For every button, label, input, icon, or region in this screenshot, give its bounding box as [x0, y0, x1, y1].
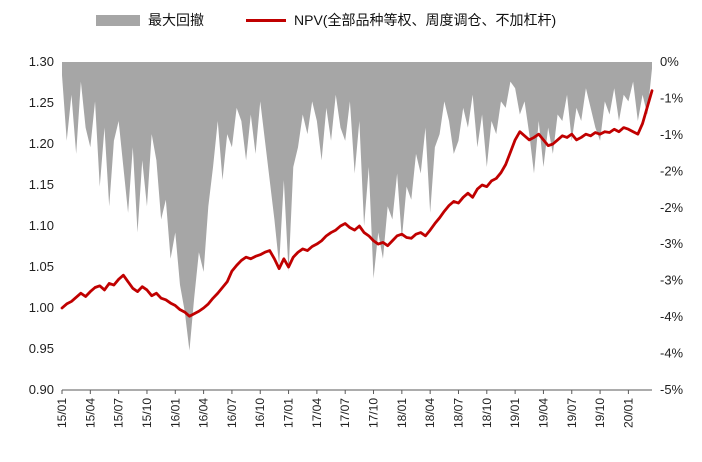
left-axis-label: 1.30	[29, 54, 54, 69]
left-axis-label: 1.05	[29, 259, 54, 274]
left-axis-label: 1.25	[29, 95, 54, 110]
npv-line-path	[60, 89, 654, 318]
x-axis-label: 16/10	[253, 398, 267, 428]
x-axis-label: 16/01	[168, 398, 182, 428]
x-axis-label: 18/07	[451, 398, 465, 428]
right-axis-label: -5%	[660, 382, 684, 397]
left-axis: 1.30 1.25 1.20 1.15 1.10 1.05 1.00 0.95 0.90	[29, 54, 54, 397]
x-axis-label: 15/10	[140, 398, 154, 428]
left-axis-label: 1.00	[29, 300, 54, 315]
right-axis-label: -3%	[660, 236, 684, 251]
legend-item-max-drawdown: 最大回撤	[96, 10, 204, 30]
x-axis-label: 17/01	[282, 398, 296, 428]
npv-line-swatch	[246, 18, 286, 22]
x-axis-label: 19/10	[593, 398, 607, 428]
x-axis-label: 19/04	[536, 398, 550, 428]
x-axis-label: 19/01	[508, 398, 522, 428]
right-axis-label: -1%	[660, 90, 684, 105]
x-axis-label: 17/04	[310, 398, 324, 428]
right-axis-label: -1%	[660, 127, 684, 142]
drawdown-area-series	[62, 62, 652, 351]
x-axis-label: 16/07	[225, 398, 239, 428]
x-axis-label: 18/01	[395, 398, 409, 428]
right-axis-label: -2%	[660, 163, 684, 178]
right-axis-label: 0%	[660, 54, 679, 69]
left-axis-label: 1.10	[29, 218, 54, 233]
left-axis-label: 1.15	[29, 177, 54, 192]
x-axis-label: 15/07	[112, 398, 126, 428]
x-axis-label: 15/01	[55, 398, 69, 428]
legend-label-npv: NPV(全部品种等权、周度调仓、不加杠杆)	[294, 12, 557, 28]
right-axis-label: -2%	[660, 200, 684, 215]
x-axis-label: 18/10	[480, 398, 494, 428]
x-axis-label: 20/01	[621, 398, 635, 428]
drawdown-area-path	[62, 62, 652, 351]
legend-label-max-drawdown: 最大回撤	[148, 12, 204, 28]
x-axis-label: 17/10	[367, 398, 381, 428]
x-axis-label: 19/07	[565, 398, 579, 428]
drawdown-area-swatch	[96, 14, 140, 26]
right-axis-label: -3%	[660, 273, 684, 288]
x-axis-label: 18/04	[423, 398, 437, 428]
left-axis-label: 1.20	[29, 136, 54, 151]
npv-line-series	[60, 89, 654, 318]
right-axis-label: -4%	[660, 346, 684, 361]
x-axis-label: 15/04	[83, 398, 97, 428]
chart-legend: 最大回撤 NPV(全部品种等权、周度调仓、不加杠杆)	[96, 10, 556, 30]
left-axis-label: 0.95	[29, 341, 54, 356]
right-axis: 0% -1% -1% -2% -2% -3% -3% -4% -4% -5%	[660, 54, 684, 397]
legend-item-npv: NPV(全部品种等权、周度调仓、不加杠杆)	[246, 10, 556, 30]
x-axis: 15/01 15/04 15/07 15/10 16/01 16/04 16/07 16/10…	[55, 389, 652, 428]
right-axis-label: -4%	[660, 309, 684, 324]
left-axis-label: 0.90	[29, 382, 54, 397]
x-axis-label: 16/04	[197, 398, 211, 428]
x-axis-label: 17/07	[338, 398, 352, 428]
